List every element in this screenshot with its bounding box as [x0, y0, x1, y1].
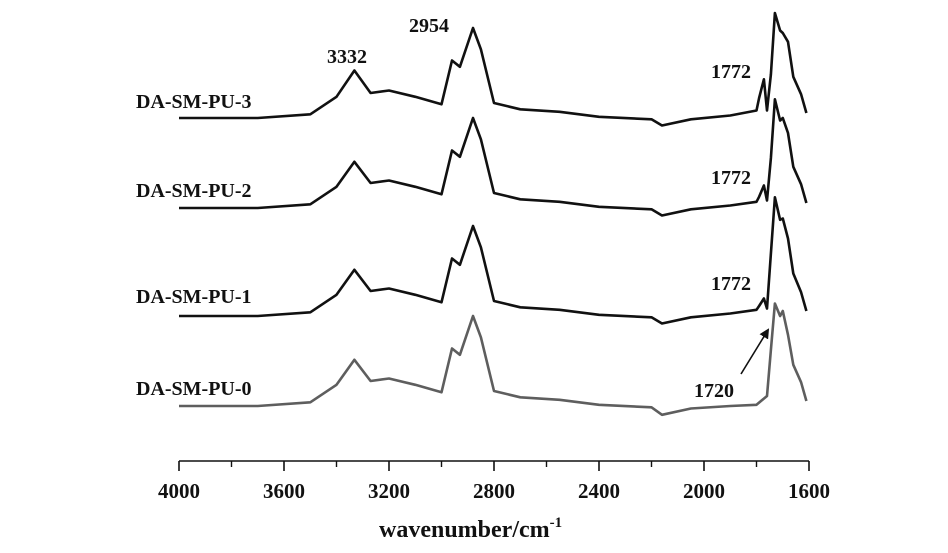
x-tick-label-3600: 3600 [263, 479, 305, 503]
series-label-da-sm-pu-0: DA-SM-PU-0 [136, 378, 252, 400]
x-tick-label-1600: 1600 [788, 479, 830, 503]
series-line-da-sm-pu-0 [179, 302, 808, 417]
series-line-da-sm-pu-1 [179, 196, 808, 325]
series-label-da-sm-pu-2: DA-SM-PU-2 [136, 180, 252, 202]
x-axis: 4000 3600 3200 2800 2400 2000 1600 [158, 460, 830, 503]
x-tick-label-2400: 2400 [578, 479, 620, 503]
x-tick-label-4000: 4000 [158, 479, 200, 503]
x-axis-title: wavenumber/cm-1 [379, 515, 562, 543]
peak-label-1772-pu1: 1772 [711, 273, 751, 295]
x-tick-label-2800: 2800 [473, 479, 515, 503]
peak-1720-arrow [740, 328, 770, 375]
series-line-da-sm-pu-2 [179, 98, 808, 217]
x-tick-label-3200: 3200 [368, 479, 410, 503]
x-axis-title-text: wavenumber/cm [379, 517, 550, 543]
series-layer [179, 11, 808, 417]
peak-label-1720: 1720 [694, 380, 734, 402]
labels-layer: DA-SM-PU-3 DA-SM-PU-2 DA-SM-PU-1 DA-SM-P… [136, 15, 770, 543]
series-label-da-sm-pu-1: DA-SM-PU-1 [136, 286, 252, 308]
x-axis-title-superscript: -1 [550, 515, 563, 531]
peak-label-1772-pu2: 1772 [711, 167, 751, 189]
series-line-da-sm-pu-3 [179, 11, 808, 127]
peak-label-3332: 3332 [327, 46, 367, 68]
peak-label-1772-pu3: 1772 [711, 61, 751, 83]
series-label-da-sm-pu-3: DA-SM-PU-3 [136, 91, 252, 113]
peak-label-2954: 2954 [409, 15, 449, 37]
x-tick-label-2000: 2000 [683, 479, 725, 503]
